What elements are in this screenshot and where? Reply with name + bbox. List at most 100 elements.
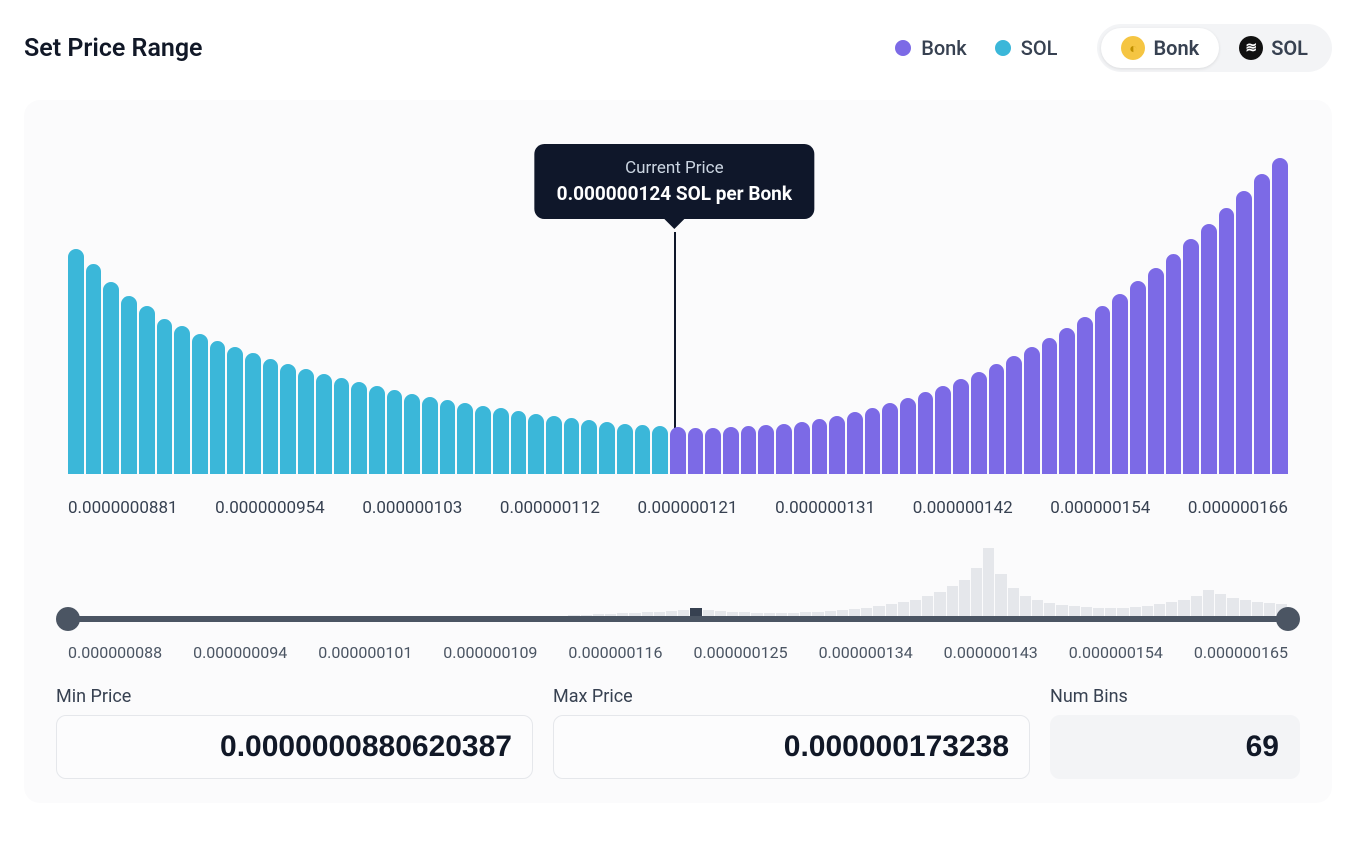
chart-bar bbox=[935, 386, 951, 474]
chart-bar bbox=[741, 426, 757, 474]
main-chart-x-labels: 0.00000008810.00000009540.0000001030.000… bbox=[68, 498, 1288, 518]
chart-bar bbox=[369, 386, 385, 474]
slider-handle-right[interactable] bbox=[1276, 607, 1300, 631]
num-bins-input[interactable] bbox=[1050, 715, 1300, 779]
max-price-input[interactable] bbox=[553, 715, 1030, 779]
chart-bar bbox=[1059, 328, 1075, 474]
max-price-label: Max Price bbox=[553, 686, 1030, 707]
chart-bar bbox=[121, 296, 137, 474]
min-price-input[interactable] bbox=[56, 715, 533, 779]
toggle-bonk[interactable]: ◐ Bonk bbox=[1101, 28, 1219, 68]
chart-bar bbox=[794, 422, 810, 474]
slider-bar bbox=[1203, 590, 1214, 618]
chart-bar bbox=[103, 282, 119, 474]
chart-bar bbox=[210, 341, 226, 474]
chart-bar bbox=[440, 400, 456, 474]
range-slider[interactable]: 0.0000000880.0000000940.0000001010.00000… bbox=[68, 554, 1288, 674]
slider-x-label: 0.000000109 bbox=[443, 643, 537, 662]
slider-x-label: 0.000000143 bbox=[944, 643, 1038, 662]
chart-panel: Current Price 0.000000124 SOL per Bonk 0… bbox=[24, 100, 1332, 803]
chart-bar bbox=[511, 411, 527, 474]
chart-bar bbox=[581, 420, 597, 474]
chart-bar bbox=[971, 372, 987, 474]
slider-bar bbox=[947, 586, 958, 618]
chart-bar bbox=[86, 264, 102, 474]
main-chart-bars bbox=[68, 154, 1288, 474]
min-price-label: Min Price bbox=[56, 686, 533, 707]
chart-bar bbox=[1095, 306, 1111, 474]
chart-bar bbox=[422, 397, 438, 474]
slider-bar bbox=[959, 580, 970, 618]
chart-bar bbox=[1183, 239, 1199, 474]
chart-bar bbox=[1236, 191, 1252, 474]
chart-bar bbox=[776, 424, 792, 474]
chart-bar bbox=[918, 392, 934, 474]
chart-bar bbox=[829, 416, 845, 474]
main-chart: Current Price 0.000000124 SOL per Bonk 0… bbox=[68, 144, 1288, 504]
chart-bar bbox=[528, 414, 544, 474]
chart-bar bbox=[1254, 174, 1270, 474]
slider-x-label: 0.000000165 bbox=[1194, 643, 1288, 662]
slider-x-label: 0.000000094 bbox=[193, 643, 287, 662]
chart-bar bbox=[316, 374, 332, 474]
chart-bar bbox=[1148, 268, 1164, 474]
slider-bar bbox=[1215, 594, 1226, 618]
chart-bar bbox=[457, 403, 473, 474]
num-bins-group: Num Bins bbox=[1050, 686, 1300, 779]
toggle-label: SOL bbox=[1271, 36, 1308, 60]
chart-bar bbox=[599, 422, 615, 474]
slider-bar bbox=[971, 568, 982, 618]
slider-track[interactable] bbox=[68, 616, 1288, 622]
slider-x-labels: 0.0000000880.0000000940.0000001010.00000… bbox=[68, 643, 1288, 662]
inputs-row: Min Price Max Price Num Bins bbox=[48, 686, 1308, 779]
slider-x-label: 0.000000134 bbox=[819, 643, 913, 662]
chart-bar bbox=[475, 406, 491, 474]
bonk-token-icon: ◐ bbox=[1121, 36, 1145, 60]
slider-bar bbox=[922, 596, 933, 618]
chart-bar bbox=[1077, 317, 1093, 474]
x-axis-label: 0.000000142 bbox=[913, 498, 1013, 518]
legend-item: SOL bbox=[995, 36, 1058, 60]
chart-bar bbox=[670, 427, 686, 474]
chart-bar bbox=[1166, 254, 1182, 474]
x-axis-label: 0.000000112 bbox=[500, 498, 600, 518]
chart-bar bbox=[546, 416, 562, 474]
slider-bar bbox=[995, 574, 1006, 618]
slider-bar bbox=[1020, 596, 1031, 618]
chart-bar bbox=[1130, 281, 1146, 474]
slider-x-label: 0.000000116 bbox=[568, 643, 662, 662]
legend-dot-icon bbox=[995, 40, 1011, 56]
chart-bar bbox=[989, 364, 1005, 474]
chart-bar bbox=[192, 334, 208, 474]
chart-bar bbox=[227, 347, 243, 474]
slider-handle-left[interactable] bbox=[56, 607, 80, 631]
chart-bar bbox=[847, 412, 863, 474]
slider-bar bbox=[1191, 596, 1202, 618]
legend-dot-icon bbox=[895, 40, 911, 56]
x-axis-label: 0.000000121 bbox=[638, 498, 738, 518]
chart-bar bbox=[1112, 294, 1128, 474]
sol-token-icon: ≋ bbox=[1239, 36, 1263, 60]
page-title: Set Price Range bbox=[24, 34, 203, 63]
slider-x-label: 0.000000101 bbox=[318, 643, 412, 662]
chart-bar bbox=[157, 319, 173, 474]
slider-x-label: 0.000000125 bbox=[693, 643, 787, 662]
chart-bar bbox=[493, 408, 509, 474]
chart-bar bbox=[280, 364, 296, 474]
chart-bar bbox=[263, 359, 279, 474]
toggle-label: Bonk bbox=[1153, 36, 1199, 60]
x-axis-label: 0.000000166 bbox=[1188, 498, 1288, 518]
chart-bar bbox=[812, 419, 828, 474]
chart-bar bbox=[635, 425, 651, 474]
x-axis-label: 0.000000103 bbox=[362, 498, 462, 518]
chart-bar bbox=[1219, 208, 1235, 474]
toggle-sol[interactable]: ≋ SOL bbox=[1219, 28, 1328, 68]
slider-x-label: 0.000000154 bbox=[1069, 643, 1163, 662]
chart-bar bbox=[564, 418, 580, 474]
slider-bar bbox=[1227, 598, 1238, 618]
chart-bar bbox=[865, 408, 881, 474]
token-toggle[interactable]: ◐ Bonk ≋ SOL bbox=[1097, 24, 1332, 72]
chart-bar bbox=[1201, 224, 1217, 474]
chart-bar bbox=[298, 369, 314, 474]
chart-bar bbox=[652, 426, 668, 474]
